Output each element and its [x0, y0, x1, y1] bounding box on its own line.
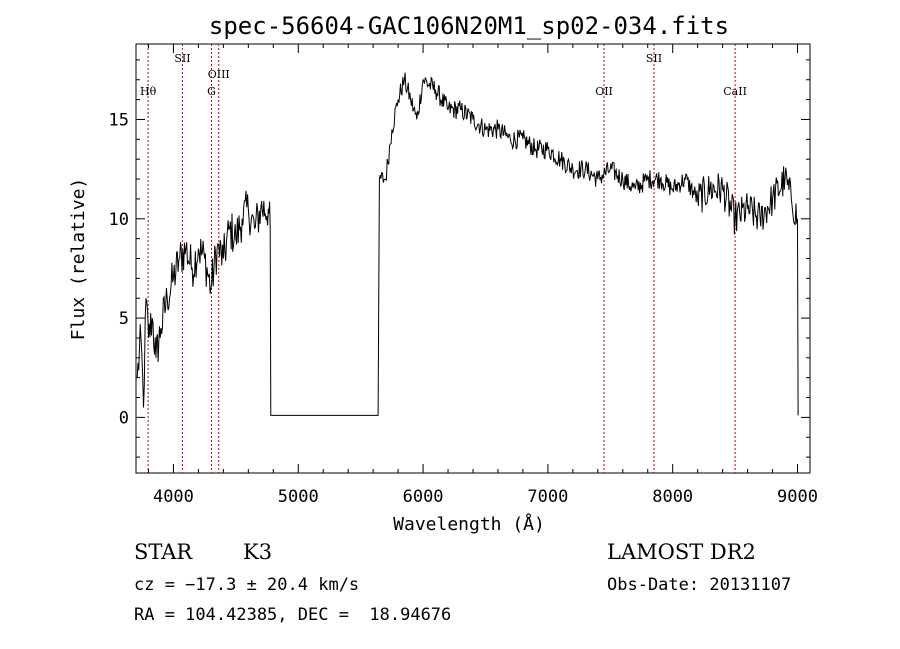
x-tick-label: 7000: [527, 487, 568, 507]
x-tick-label: 6000: [403, 487, 444, 507]
marker-label: OII: [595, 85, 613, 98]
y-axis-label: Flux (relative): [68, 178, 89, 341]
spectrum-line: [136, 72, 799, 416]
spectral-line-markers: Hθ SII OIII G OII SII CaII: [140, 44, 747, 473]
x-tick-label: 8000: [652, 487, 693, 507]
object-class: STAR: [134, 540, 193, 564]
plot-frame: [135, 43, 811, 474]
coords-readout: RA = 104.42385, DEC = 18.94676: [134, 605, 451, 625]
marker-label: SII: [646, 52, 662, 65]
x-tick-label: 4000: [153, 487, 194, 507]
marker-label: CaII: [723, 85, 747, 98]
marker-label: SII: [174, 52, 190, 65]
y-tick-label: 0: [119, 408, 129, 428]
chart-title: spec-56604-GAC106N20M1_sp02-034.fits: [209, 12, 729, 40]
marker-label: OIII: [208, 68, 230, 81]
obs-date: Obs-Date: 20131107: [607, 575, 791, 595]
velocity-readout: cz = −17.3 ± 20.4 km/s: [134, 575, 359, 595]
axis-ticks: 4000 5000 6000 7000 8000 9000 0 5 10 15: [109, 44, 818, 507]
x-axis-label: Wavelength (Å): [393, 513, 545, 535]
y-tick-label: 15: [109, 110, 129, 130]
marker-label: G: [207, 85, 216, 98]
x-tick-label: 5000: [278, 487, 319, 507]
y-tick-label: 5: [119, 309, 129, 329]
object-subclass: K3: [243, 540, 272, 564]
marker-label: Hθ: [140, 85, 157, 98]
survey-name: LAMOST DR2: [607, 540, 756, 564]
y-tick-label: 10: [109, 210, 129, 230]
x-tick-label: 9000: [777, 487, 818, 507]
